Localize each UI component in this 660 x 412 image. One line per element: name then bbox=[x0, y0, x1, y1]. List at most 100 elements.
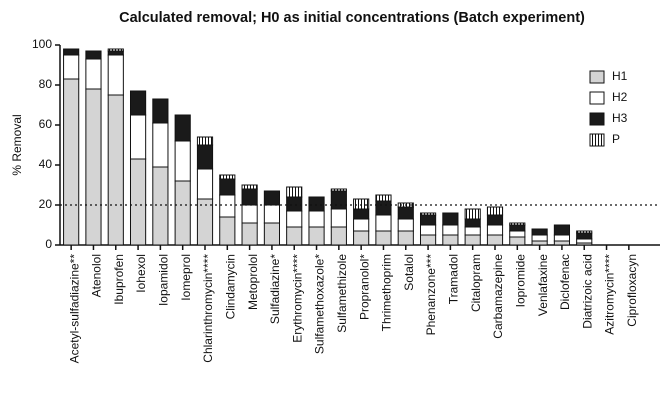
x-tick-label: Diatrizoic acid bbox=[580, 254, 594, 329]
x-tick-label: Clindamycin bbox=[223, 254, 237, 319]
bar-segment bbox=[464, 218, 481, 228]
x-tick-label: Sulfadiazine* bbox=[268, 254, 282, 324]
x-tick-label: Iopromide bbox=[513, 254, 527, 308]
bar-segment bbox=[241, 204, 258, 224]
bar-segment bbox=[509, 236, 526, 246]
bar-segment bbox=[375, 200, 392, 216]
legend-swatch bbox=[589, 133, 605, 147]
bar-segment bbox=[107, 50, 124, 56]
bar-segment bbox=[531, 228, 548, 236]
bar-segment bbox=[286, 210, 303, 228]
x-tick-label: Iohexol bbox=[134, 254, 148, 293]
bar-segment bbox=[152, 98, 169, 124]
x-tick-label: Acetyl-sulfadiazine** bbox=[67, 254, 81, 364]
bar-segment bbox=[353, 208, 370, 220]
x-tick-label: Erythromycin**** bbox=[290, 254, 304, 343]
bar-segment bbox=[330, 208, 347, 228]
legend-swatch bbox=[589, 70, 605, 84]
bar-segment bbox=[486, 224, 504, 236]
y-tick-label: 60 bbox=[39, 117, 53, 131]
bar-segment bbox=[219, 178, 236, 196]
bar-segment bbox=[576, 230, 593, 234]
legend-label: H2 bbox=[612, 90, 628, 104]
legend-label: H3 bbox=[612, 111, 628, 125]
y-tick-label: 0 bbox=[45, 237, 52, 251]
bar-segment bbox=[553, 240, 571, 246]
x-tick-label: Citalopram bbox=[469, 254, 483, 312]
x-tick-label: Ciprofloxacyn bbox=[625, 254, 639, 327]
bar-segment bbox=[397, 218, 414, 232]
bar-segment bbox=[152, 122, 169, 168]
bar-segment bbox=[219, 216, 236, 246]
bar-segment bbox=[531, 240, 548, 246]
bar-segment bbox=[263, 204, 281, 224]
bar-segment bbox=[308, 210, 325, 228]
bar-segment bbox=[553, 234, 571, 242]
bar-segment bbox=[241, 184, 258, 190]
bar-segment bbox=[486, 234, 504, 246]
x-tick-label: Atenolol bbox=[90, 254, 104, 297]
bar-segment bbox=[63, 78, 80, 246]
bar-segment bbox=[196, 144, 214, 170]
bar-segment bbox=[308, 226, 325, 246]
bar-segment bbox=[241, 188, 258, 206]
bar-segment bbox=[375, 230, 392, 246]
bar-segment bbox=[576, 232, 593, 240]
bar-segment bbox=[196, 168, 214, 200]
bar-segment bbox=[509, 224, 526, 232]
bar-segment bbox=[419, 234, 437, 246]
bar-segment bbox=[129, 158, 147, 246]
legend-swatch bbox=[589, 91, 605, 105]
x-tick-label: Venlafaxine bbox=[536, 254, 550, 316]
bar-segment bbox=[509, 230, 526, 238]
bar-segment bbox=[152, 166, 169, 246]
bar-segment bbox=[486, 214, 504, 226]
bar-segment bbox=[308, 196, 325, 212]
y-axis-label: % Removal bbox=[10, 114, 24, 175]
legend-label: P bbox=[612, 132, 620, 146]
x-tick-label: Sotalol bbox=[402, 254, 416, 291]
bar-segment bbox=[509, 222, 526, 226]
bar-segment bbox=[353, 218, 370, 232]
bar-segment bbox=[174, 180, 191, 246]
bar-segment bbox=[419, 214, 437, 226]
bar-segment bbox=[63, 48, 80, 56]
bar-segment bbox=[196, 136, 214, 146]
x-tick-label: Phenanzone*** bbox=[424, 254, 438, 336]
bar-segment bbox=[330, 226, 347, 246]
bar-segment bbox=[419, 212, 437, 216]
x-tick-label: Propranolol* bbox=[357, 254, 371, 320]
bar-segment bbox=[576, 238, 593, 244]
bar-segment bbox=[85, 88, 102, 246]
bar-segment bbox=[85, 50, 102, 60]
bar-segment bbox=[553, 224, 571, 236]
x-tick-label: Thrimethoprim bbox=[380, 254, 394, 331]
bar-segment bbox=[442, 212, 459, 226]
bar-segment bbox=[85, 58, 102, 90]
bar-segment bbox=[174, 114, 191, 142]
bar-segment bbox=[107, 94, 124, 246]
x-tick-label: Tramadol bbox=[447, 254, 461, 304]
x-tick-label: Sulfamethoxazole* bbox=[313, 254, 327, 354]
x-tick-label: Metoprolol bbox=[246, 254, 260, 310]
y-tick-label: 100 bbox=[32, 37, 52, 51]
x-tick-label: Azitromycin**** bbox=[603, 254, 617, 335]
bar-segment bbox=[464, 208, 481, 220]
bar-segment bbox=[219, 194, 236, 218]
bar-segment bbox=[397, 206, 414, 220]
bar-segment bbox=[286, 196, 303, 212]
bar-segment bbox=[196, 198, 214, 246]
bar-segment bbox=[442, 224, 459, 236]
chart-title: Calculated removal; H0 as initial concen… bbox=[119, 10, 585, 26]
x-tick-label: Ibuprofen bbox=[112, 254, 126, 305]
y-tick-label: 40 bbox=[39, 157, 53, 171]
bar-segment bbox=[464, 226, 481, 236]
legend-swatch bbox=[589, 112, 605, 126]
bar-segment bbox=[129, 114, 147, 160]
bar-segment bbox=[286, 186, 303, 198]
bar-segment bbox=[263, 222, 281, 246]
y-tick-label: 80 bbox=[39, 77, 53, 91]
bar-segment bbox=[397, 230, 414, 246]
x-tick-label: Iomeprol bbox=[179, 254, 193, 301]
